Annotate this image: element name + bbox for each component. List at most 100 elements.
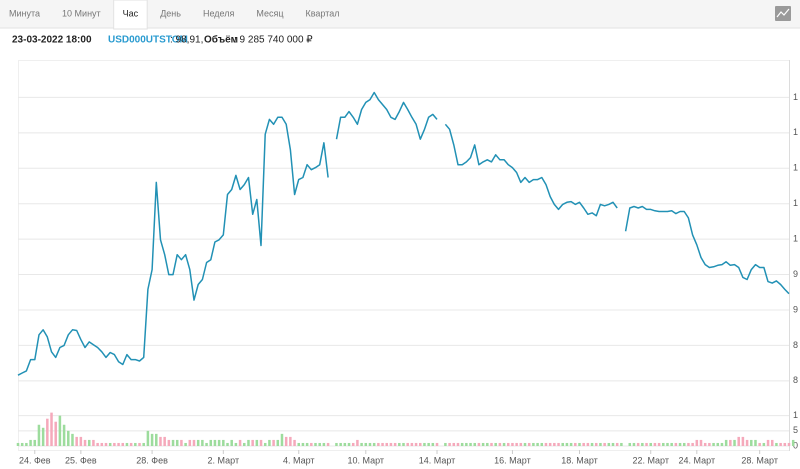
volume-bar: [255, 439, 259, 446]
volume-bar: [272, 439, 275, 446]
volume-bar: [603, 442, 606, 446]
volume-bar: [201, 439, 204, 446]
volume-bar: [54, 421, 57, 446]
volume-bar: [393, 442, 397, 446]
volume-bar: [230, 439, 233, 446]
price-line: [17, 91, 790, 376]
volume-bar: [314, 442, 317, 446]
volume-bar: [628, 442, 632, 446]
y-tick-label: 1: [793, 410, 798, 420]
volume-bar: [310, 442, 313, 446]
volume-bar: [83, 439, 87, 446]
volume-bar: [791, 439, 795, 446]
volume-bar: [276, 439, 280, 446]
volume-bar: [469, 442, 472, 446]
volume-bar: [406, 442, 409, 446]
tab[interactable]: Квартал: [305, 8, 339, 18]
tab[interactable]: Минута: [9, 8, 40, 18]
x-tick-label: 24. Март: [679, 455, 716, 465]
volume-bar: [653, 442, 657, 446]
volume-bar: [737, 436, 740, 446]
volume-bar: [79, 436, 83, 446]
volume-bar: [666, 442, 669, 446]
volume-bar: [511, 442, 514, 446]
x-tick-label: 14. Март: [419, 455, 456, 465]
volume-bar: [71, 433, 74, 446]
x-tick-label: 10. Март: [348, 455, 385, 465]
volume-bar: [515, 442, 518, 446]
volume-bar: [339, 442, 342, 446]
volume-bar: [674, 442, 678, 446]
volume-bar: [301, 442, 305, 446]
tab[interactable]: Месяц: [256, 8, 283, 18]
volume-bar: [113, 442, 116, 446]
volume-bar: [775, 442, 778, 446]
tab[interactable]: День: [160, 8, 181, 18]
volume-bar: [662, 442, 665, 446]
volume-bar: [758, 442, 761, 446]
volume-bar: [347, 442, 351, 446]
volume-bar: [465, 442, 468, 446]
x-tick-label: 18. Март: [561, 455, 598, 465]
volume-bar: [490, 442, 493, 446]
volume-bar: [548, 442, 552, 446]
volume-bar: [641, 442, 644, 446]
volume-bar: [217, 439, 221, 446]
volume-bar: [196, 439, 200, 446]
volume-bar: [649, 442, 652, 446]
volume-bar: [326, 442, 330, 446]
volume-bar: [343, 442, 347, 446]
volume-bar: [372, 442, 376, 446]
volume-bar: [620, 442, 623, 446]
volume-bar: [540, 442, 544, 446]
volume-bar: [305, 442, 309, 446]
volume-bar: [360, 442, 363, 446]
info-ticker[interactable]: USD000UTSTOM: [108, 35, 188, 46]
volume-bar: [389, 442, 393, 446]
volume-bar: [20, 442, 24, 446]
volume-bar: [234, 442, 238, 446]
volume-bar: [205, 442, 208, 446]
volume-bar: [699, 439, 703, 446]
volume-bar: [171, 439, 175, 446]
volume-bar: [527, 442, 531, 446]
volume-bar: [448, 442, 451, 446]
volume-bar: [108, 442, 112, 446]
volume-bar: [670, 442, 673, 446]
volume-bar: [58, 415, 62, 446]
x-tick-label: 24. Фев: [19, 455, 51, 465]
y-tick-label: 5: [793, 425, 798, 435]
volume-bar: [37, 424, 41, 446]
volume-bar: [494, 442, 497, 446]
volume-bar: [586, 442, 590, 446]
volume-bar: [611, 442, 615, 446]
volume-bar: [377, 442, 380, 446]
volume-bar: [770, 439, 774, 446]
volume-bar: [356, 439, 359, 446]
volume-bar: [263, 442, 267, 446]
volume-bar: [745, 439, 749, 446]
volume-bar: [536, 442, 539, 446]
volume-bar: [125, 442, 129, 446]
volume-bar: [444, 442, 447, 446]
tab[interactable]: Неделя: [203, 8, 235, 18]
volume-bar: [50, 412, 53, 446]
volume-bar: [188, 439, 192, 446]
tab[interactable]: Час: [123, 8, 139, 18]
y-tick-label: 0: [793, 440, 798, 450]
volume-bar: [335, 442, 338, 446]
volume-bar: [402, 442, 405, 446]
chart-type-icon[interactable]: [775, 6, 791, 21]
volume-bar: [243, 442, 246, 446]
x-tick-label: 28. Март: [741, 455, 778, 465]
x-tick-label: 22. Март: [632, 455, 669, 465]
volume-bar: [498, 442, 502, 446]
volume-bar: [268, 439, 271, 446]
y-tick-label: 1: [793, 127, 798, 137]
volume-bar: [456, 442, 460, 446]
volume-bar: [280, 433, 284, 446]
volume-bar: [284, 436, 288, 446]
volume-bar: [590, 442, 594, 446]
tab[interactable]: 10 Минут: [62, 8, 101, 18]
volume-bar: [636, 442, 640, 446]
